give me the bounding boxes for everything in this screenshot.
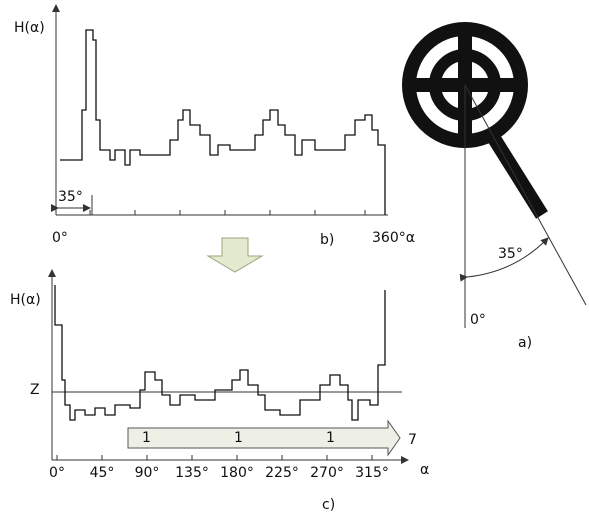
x-tick-label: 225° [265, 465, 299, 481]
arrow-label: 1 [326, 430, 335, 446]
x-tick-label: 135° [175, 465, 209, 481]
arrow-label: 1 [234, 430, 243, 446]
threshold-label: Z [30, 382, 40, 398]
x-tick-label: 180° [220, 465, 254, 481]
angle-arc [459, 237, 549, 282]
y-label: H(α) [14, 20, 45, 36]
x-end-label: 360°α [372, 230, 415, 246]
x-tick-label: 0° [49, 465, 65, 481]
sector-arrow [127, 419, 401, 457]
x-ticks: 0° 45° 90° 135° 180° 225° 270° 315° [49, 455, 389, 481]
caption: a) [518, 335, 532, 351]
caption: b) [320, 232, 334, 248]
panel-a: 35° 0° a) [402, 22, 587, 351]
x-label: α [420, 462, 429, 478]
x-start-label: 0° [52, 230, 68, 246]
x-ticks [89, 210, 366, 215]
x-tick-label: 45° [90, 465, 115, 481]
arrow-label: 1 [142, 430, 151, 446]
x-tick-label: 270° [310, 465, 344, 481]
panel-c: H(α) Z 1 1 1 7 0° 45° 90° 135° 180° 225° 270° 3… [10, 269, 429, 513]
histogram [60, 29, 386, 215]
y-label: H(α) [10, 292, 41, 308]
histogram [54, 285, 386, 421]
caption: c) [322, 497, 335, 513]
x-tick-label: 315° [355, 465, 389, 481]
direction-line [464, 84, 587, 306]
zero-label: 0° [470, 312, 486, 328]
down-arrow [206, 237, 264, 273]
panel-b: H(α) 35° 0° b) 360°α [14, 4, 415, 248]
x-tick-label: 90° [135, 465, 160, 481]
angle-marker-label: 35° [58, 189, 83, 205]
arrow-end-label: 7 [408, 432, 417, 448]
angle-label: 35° [498, 246, 523, 262]
